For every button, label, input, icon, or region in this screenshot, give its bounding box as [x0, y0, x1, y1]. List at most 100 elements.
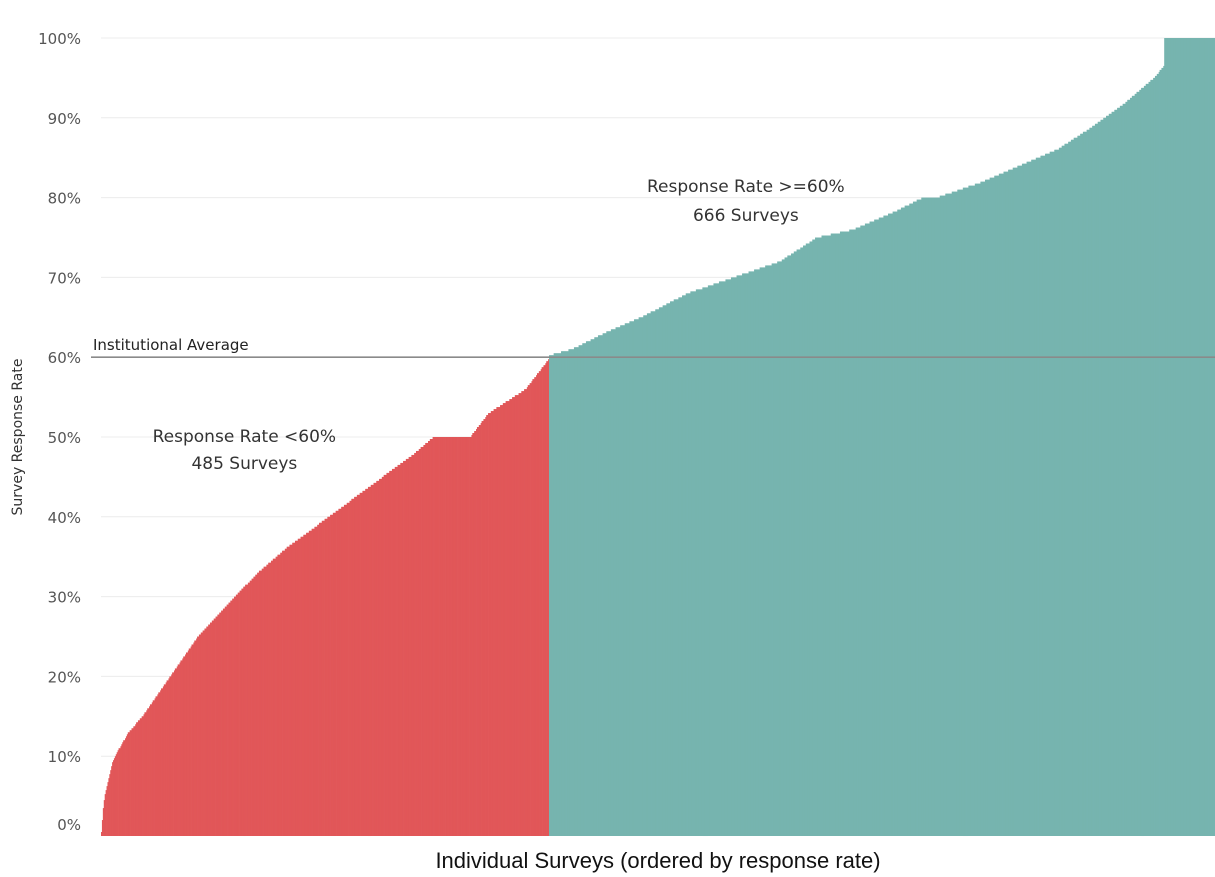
bar: [613, 329, 615, 836]
bar: [228, 602, 230, 836]
bar: [890, 213, 893, 836]
bar: [351, 498, 353, 836]
bar: [748, 271, 750, 836]
bar: [132, 728, 134, 836]
bar: [1153, 77, 1155, 836]
bar: [211, 620, 214, 836]
bar: [1154, 75, 1157, 836]
bar: [1019, 165, 1021, 836]
bar: [1060, 147, 1063, 837]
bar: [107, 782, 109, 836]
bar: [718, 281, 721, 836]
bar: [518, 393, 520, 836]
bar: [699, 289, 701, 836]
bar: [669, 303, 671, 837]
bar: [662, 305, 664, 837]
bar: [819, 237, 821, 836]
bar: [1050, 151, 1052, 836]
bar: [1081, 133, 1083, 836]
bar: [1165, 38, 1167, 836]
bar: [427, 440, 430, 836]
bar: [766, 265, 769, 836]
bar: [407, 458, 409, 836]
bar: [923, 197, 925, 837]
bar: [806, 243, 809, 837]
bar: [900, 207, 903, 836]
bar: [1064, 143, 1066, 837]
bar: [809, 241, 811, 837]
bar: [661, 307, 664, 836]
bar: [1203, 38, 1206, 836]
bar: [101, 832, 103, 836]
bar: [1171, 38, 1173, 836]
bar: [1094, 123, 1097, 836]
bar: [109, 774, 111, 836]
bar: [1188, 38, 1190, 836]
bar: [204, 628, 206, 836]
bar: [879, 217, 882, 837]
bar: [866, 223, 869, 836]
bar: [202, 630, 204, 836]
bar: [396, 466, 398, 836]
bar: [720, 281, 723, 836]
bar: [450, 437, 452, 836]
bar: [533, 379, 535, 836]
bar: [458, 437, 460, 836]
bar: [627, 323, 629, 836]
bar: [892, 211, 894, 836]
bar: [645, 315, 647, 836]
bar: [327, 516, 329, 836]
bar: [568, 349, 570, 836]
bar: [219, 612, 221, 836]
bar: [555, 353, 557, 836]
bar: [648, 313, 651, 836]
bar: [478, 425, 481, 836]
bar: [359, 492, 361, 836]
bar: [1073, 137, 1075, 836]
bar: [502, 403, 505, 836]
bar: [1106, 115, 1108, 837]
bar: [169, 676, 171, 836]
bar: [212, 620, 215, 836]
bar: [653, 311, 655, 836]
bar: [1030, 161, 1032, 836]
bar: [634, 319, 637, 836]
bar: [145, 712, 147, 836]
bar: [858, 227, 860, 836]
bar: [113, 760, 115, 836]
bar: [827, 235, 829, 836]
bar: [330, 514, 332, 836]
bar: [617, 327, 619, 836]
bar: [430, 439, 433, 836]
bar: [1124, 103, 1126, 836]
bar: [728, 279, 730, 836]
bar: [920, 199, 922, 837]
bar: [317, 524, 319, 836]
bar: [992, 177, 994, 836]
bar: [746, 273, 749, 836]
bar: [411, 454, 413, 836]
bar: [861, 225, 863, 836]
bar: [782, 259, 785, 836]
bar: [225, 606, 228, 836]
bar: [277, 554, 279, 836]
bar: [680, 297, 682, 837]
bar: [644, 315, 646, 836]
bar: [498, 407, 500, 836]
bar: [471, 435, 473, 836]
bar: [655, 309, 657, 836]
bar: [730, 277, 733, 836]
bar: [133, 726, 135, 836]
bar: [841, 231, 844, 836]
bar: [155, 696, 157, 836]
bar: [1058, 147, 1061, 837]
bar: [526, 387, 529, 837]
bar: [1200, 38, 1202, 836]
bar: [302, 536, 304, 836]
bar: [443, 437, 446, 836]
bar: [412, 454, 414, 836]
bar: [1053, 151, 1055, 836]
bar: [914, 201, 917, 837]
bar: [945, 193, 947, 837]
bar: [704, 287, 706, 837]
